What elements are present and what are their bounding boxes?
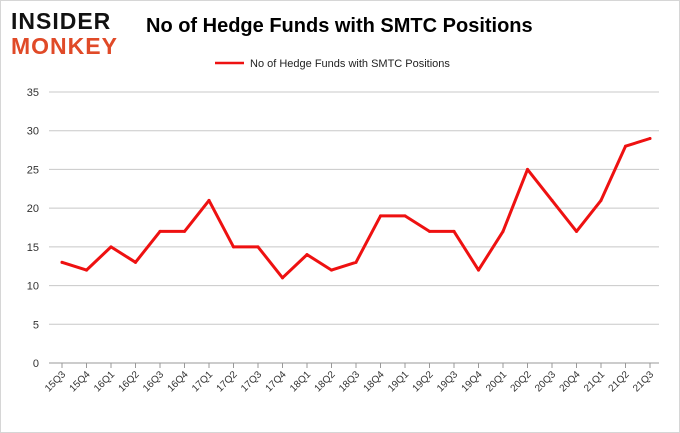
data-point-18Q4 [379,214,382,218]
data-point-20Q1 [501,229,505,233]
chart-title: No of Hedge Funds with SMTC Positions [146,15,533,37]
x-tick-label-18Q1: 18Q1 [288,369,313,394]
data-point-21Q2 [624,144,627,148]
x-tick-label-18Q3: 18Q3 [337,369,362,394]
data-point-18Q3 [354,260,358,264]
x-tick-label-20Q4: 20Q4 [558,369,583,394]
legend-label: No of Hedge Funds with SMTC Positions [250,58,450,70]
data-point-18Q1 [305,253,309,257]
x-tick-label-18Q4: 18Q4 [362,369,387,394]
y-tick-label-10: 10 [27,281,39,293]
x-tick-label-19Q4: 19Q4 [460,369,485,394]
x-tick-label-17Q2: 17Q2 [215,369,240,394]
x-tick-label-20Q1: 20Q1 [484,369,509,394]
data-point-17Q2 [232,245,235,249]
data-point-16Q2 [134,260,137,264]
grid-lines [49,91,659,325]
insider-monkey-logo: INSIDER MONKEY [11,8,118,59]
data-point-19Q2 [428,229,431,233]
y-tick-label-5: 5 [33,319,39,331]
data-point-19Q3 [452,229,456,233]
data-point-20Q3 [550,198,554,202]
x-tick-labels: 15Q3 15Q4 16Q1 16Q2 16Q3 16Q4 17Q1 17Q2 17Q3 17Q4… [43,369,656,394]
y-tick-label-30: 30 [27,126,39,138]
x-tick-label-16Q2: 16Q2 [117,369,142,394]
axes [49,362,659,368]
y-tick-label-25: 25 [27,164,39,176]
x-tick-label-16Q3: 16Q3 [141,369,166,394]
data-point-21Q3 [648,136,652,140]
y-tick-label-15: 15 [27,242,39,254]
logo-line-1: INSIDER [11,8,111,34]
data-point-20Q2 [526,167,529,171]
series-lines [60,136,652,280]
logo-line-2: MONKEY [11,33,118,59]
x-tick-label-19Q2: 19Q2 [411,369,436,394]
x-tick-label-19Q1: 19Q1 [386,369,411,394]
data-point-16Q4 [183,229,186,233]
x-tick-label-17Q1: 17Q1 [190,369,215,394]
data-point-16Q1 [109,245,113,249]
data-point-17Q4 [281,276,284,280]
x-tick-label-18Q2: 18Q2 [313,369,338,394]
x-tick-label-21Q2: 21Q2 [607,369,632,394]
y-tick-label-20: 20 [27,203,39,215]
data-point-15Q3 [60,260,64,264]
data-point-17Q3 [256,245,260,249]
y-tick-labels: 0 5 10 15 20 25 30 35 [27,87,39,370]
x-tick-label-20Q3: 20Q3 [533,369,558,394]
data-point-15Q4 [85,268,88,272]
legend: No of Hedge Funds with SMTC Positions [215,58,450,70]
y-tick-label-0: 0 [33,358,39,370]
x-tick-label-17Q3: 17Q3 [239,369,264,394]
x-tick-label-16Q4: 16Q4 [166,369,191,394]
x-tick-label-15Q4: 15Q4 [68,369,93,394]
data-point-18Q2 [330,268,333,272]
x-tick-label-21Q3: 21Q3 [631,369,656,394]
data-point-20Q4 [575,229,578,233]
x-tick-label-21Q1: 21Q1 [582,369,607,394]
data-point-16Q3 [158,229,162,233]
data-point-17Q1 [207,198,211,202]
x-tick-label-15Q3: 15Q3 [43,369,68,394]
x-tick-label-19Q3: 19Q3 [435,369,460,394]
x-tick-label-17Q4: 17Q4 [264,369,289,394]
x-tick-label-16Q1: 16Q1 [92,369,117,394]
data-point-19Q4 [477,268,480,272]
x-tick-label-20Q2: 20Q2 [509,369,534,394]
y-tick-label-35: 35 [27,87,39,99]
data-point-21Q1 [599,198,603,202]
data-point-19Q1 [403,214,407,218]
